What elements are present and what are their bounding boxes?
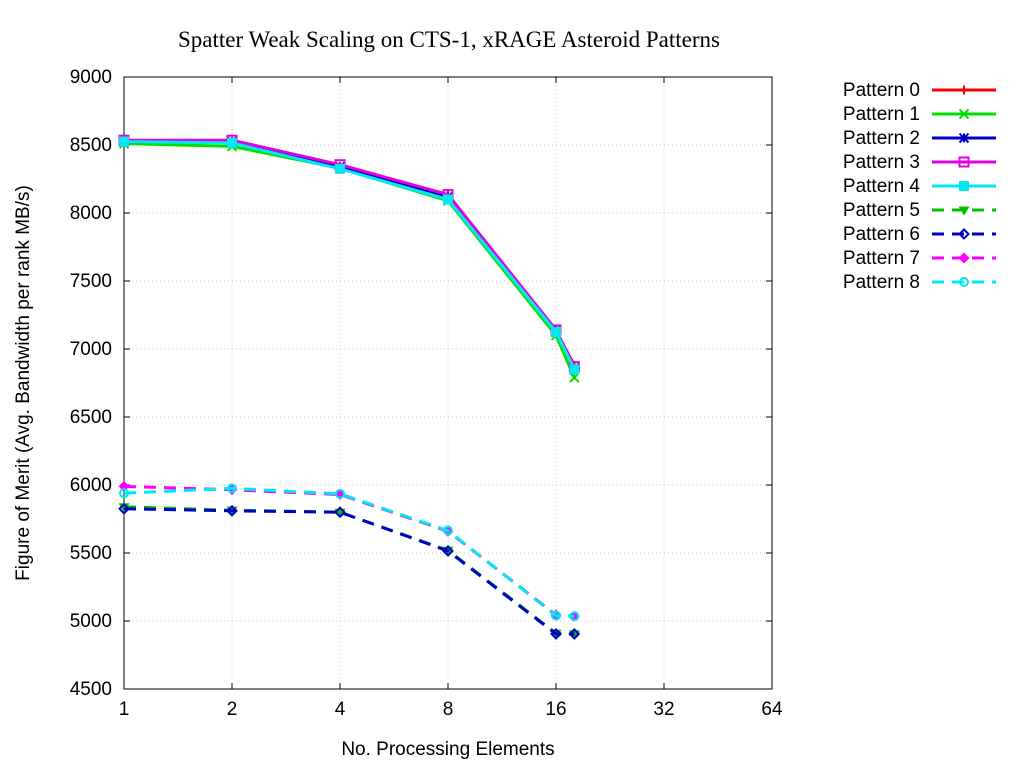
legend-label: Pattern 6: [843, 224, 920, 245]
y-tick-label: 4500: [70, 679, 112, 700]
y-tick-label: 8500: [70, 135, 112, 156]
legend-label: Pattern 2: [843, 128, 920, 149]
legend: Pattern 0 Pattern 1 Pattern 2 Pattern 3 Patt…: [843, 80, 996, 293]
series-line: [123, 142, 576, 379]
series-6: [118, 502, 581, 640]
data-point: [443, 525, 453, 536]
legend-label: Pattern 5: [843, 200, 920, 221]
legend-item: Pattern 4: [843, 176, 996, 197]
data-point: [443, 194, 453, 205]
y-tick-label: 7500: [70, 271, 112, 292]
data-point: [569, 364, 580, 375]
legend-item: Pattern 3: [843, 152, 996, 173]
y-tick-label: 9000: [70, 67, 112, 88]
data-point: [227, 483, 237, 494]
series-line: [123, 140, 576, 371]
data-point: [335, 488, 345, 499]
data-point: [335, 163, 345, 174]
data-point: [958, 252, 970, 264]
x-tick-label: 32: [653, 699, 674, 720]
data-point: [958, 108, 970, 120]
grid-lines: [124, 77, 772, 689]
y-tick-label: 5000: [70, 611, 112, 632]
data-point: [959, 181, 969, 191]
series-line: [124, 140, 576, 369]
legend-item: Pattern 1: [843, 104, 996, 125]
legend-item: Pattern 2: [843, 128, 996, 149]
data-point: [551, 327, 561, 337]
data-point: [958, 228, 970, 240]
data-point: [550, 628, 562, 640]
data-point: [568, 628, 581, 640]
y-axis-label: Figure of Merit (Avg. Bandwidth per rank…: [13, 185, 34, 581]
data-point: [118, 503, 130, 513]
legend-item: Pattern 6: [843, 224, 996, 245]
data-point: [958, 156, 970, 168]
series-1: [118, 138, 580, 383]
data-point: [959, 277, 969, 287]
y-tick-label: 6500: [70, 407, 112, 428]
data-point: [227, 137, 237, 148]
data-point: [551, 610, 561, 621]
series-layer: [118, 134, 581, 640]
x-tick-label: 8: [443, 699, 454, 720]
series-line: [124, 140, 576, 367]
data-point: [334, 506, 346, 519]
x-tick-label: 64: [761, 699, 783, 720]
data-point: [226, 504, 238, 517]
legend-label: Pattern 3: [843, 152, 920, 173]
data-point: [118, 502, 130, 515]
data-point: [569, 611, 580, 622]
legend-item: Pattern 7: [843, 248, 996, 269]
data-point: [119, 136, 129, 147]
legend-label: Pattern 8: [843, 272, 920, 293]
legend-item: Pattern 5: [843, 200, 996, 221]
x-tick-label: 4: [335, 699, 346, 720]
legend-item: Pattern 0: [843, 80, 996, 101]
series-4: [119, 136, 580, 375]
x-axis-label: No. Processing Elements: [341, 739, 554, 760]
legend-item: Pattern 8: [843, 272, 996, 293]
legend-label: Pattern 0: [843, 80, 920, 101]
data-point: [442, 545, 454, 557]
y-tick-label: 5500: [70, 543, 112, 564]
data-point: [569, 372, 580, 383]
chart-title: Spatter Weak Scaling on CTS-1, xRAGE Ast…: [178, 27, 720, 52]
legend-label: Pattern 4: [843, 176, 921, 197]
x-tick-label: 16: [545, 699, 566, 720]
series-line: [124, 138, 576, 368]
data-point: [958, 132, 970, 144]
legend-label: Pattern 7: [843, 248, 920, 269]
y-tick-label: 8000: [70, 203, 112, 224]
x-tick-label: 1: [119, 699, 130, 720]
y-tick-label: 7000: [70, 339, 112, 360]
series-5: [118, 503, 580, 640]
legend-label: Pattern 1: [843, 104, 920, 125]
axes: 1 2 4 8 16 32 64 4500 5000 5500 6000 6500 7000 7500 80…: [70, 67, 783, 720]
x-tick-label: 2: [227, 699, 238, 720]
series-line: [123, 505, 575, 636]
series-8: [119, 483, 580, 622]
data-point: [958, 206, 970, 216]
series-line: [123, 507, 575, 636]
data-point: [959, 85, 969, 95]
data-point: [119, 488, 129, 499]
y-tick-label: 6000: [70, 475, 112, 496]
